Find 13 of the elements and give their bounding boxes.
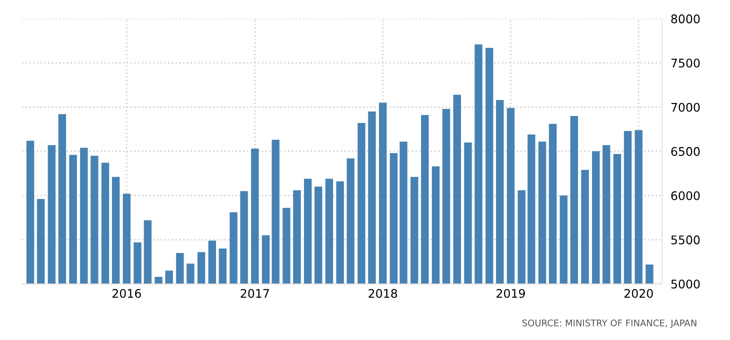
y-tick-label: 6500 xyxy=(671,147,700,156)
x-tick-label: 2020 xyxy=(624,288,653,298)
y-tick-label: 8000 xyxy=(671,14,700,24)
y-tick-label: 6000 xyxy=(671,191,700,200)
y-tick-label: 7500 xyxy=(671,58,700,68)
y-tick-label: 5500 xyxy=(671,235,700,244)
x-tick-label: 2018 xyxy=(368,288,398,298)
x-tick-label: 2017 xyxy=(240,288,269,298)
y-tick-label: 7000 xyxy=(671,102,700,112)
x-tick-label: 2016 xyxy=(112,288,141,298)
source-note: SOURCE: MINISTRY OF FINANCE, JAPAN xyxy=(522,320,696,328)
x-tick-label: 2019 xyxy=(496,288,525,298)
y-tick-label: 5000 xyxy=(671,280,700,289)
